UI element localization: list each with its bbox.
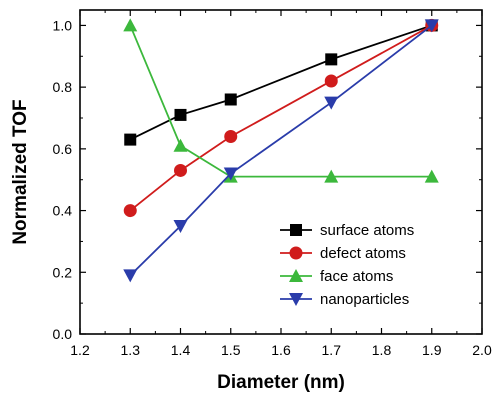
series-line (129, 25, 432, 178)
legend-marker (289, 269, 303, 282)
plot-frame (79, 9, 483, 335)
x-tick-label: 1.8 (372, 342, 392, 358)
legend-marker (289, 246, 303, 260)
y-tick-label: 0.6 (53, 141, 73, 157)
data-point (173, 138, 188, 152)
legend-marker (290, 224, 302, 236)
legend-entry: nanoparticles (280, 291, 409, 308)
y-tick-label: 0.8 (53, 79, 73, 95)
data-point (223, 167, 238, 181)
data-point (123, 204, 137, 218)
data-point (174, 163, 187, 177)
y-tick-label: 0.0 (53, 326, 73, 342)
series-nanoparticles (123, 19, 439, 283)
y-axis-title: Normalized TOF (10, 99, 31, 244)
data-point (173, 220, 188, 233)
x-tick-label: 1.3 (121, 342, 141, 358)
x-tick-label: 1.9 (422, 342, 442, 358)
data-point (174, 108, 187, 121)
legend-entry: face atoms (280, 268, 393, 285)
legend-entry: surface atoms (280, 222, 414, 239)
data-point (224, 93, 237, 106)
data-point (325, 53, 338, 66)
data-point (324, 169, 339, 183)
series-line (129, 24, 433, 141)
series-defect-atoms (123, 18, 439, 218)
data-point (424, 169, 439, 183)
data-point (123, 18, 138, 32)
data-point (124, 133, 137, 146)
data-point (424, 19, 439, 33)
x-tick-label: 2.0 (472, 342, 492, 358)
legend-entry: defect atoms (280, 245, 406, 262)
legend-label: face atoms (320, 268, 393, 285)
legend-label: nanoparticles (320, 291, 409, 308)
x-tick-label: 1.7 (322, 342, 342, 358)
x-tick-label: 1.6 (271, 342, 291, 358)
data-point (324, 74, 338, 88)
legend-label: surface atoms (320, 222, 414, 239)
x-tick-label: 1.5 (221, 342, 241, 358)
data-point (123, 269, 138, 283)
x-tick-label: 1.2 (70, 342, 90, 358)
data-point (224, 130, 238, 144)
x-tick-label: 1.4 (171, 342, 191, 358)
legend-marker (289, 293, 303, 306)
y-tick-label: 0.4 (53, 203, 73, 219)
legend-label: defect atoms (320, 245, 406, 262)
series-surface-atoms (124, 19, 438, 146)
data-point (324, 96, 339, 110)
series-face-atoms (123, 18, 439, 183)
y-tick-label: 1.0 (53, 17, 73, 33)
x-axis-title: Diameter (nm) (217, 372, 345, 393)
y-tick-label: 0.2 (53, 264, 73, 280)
